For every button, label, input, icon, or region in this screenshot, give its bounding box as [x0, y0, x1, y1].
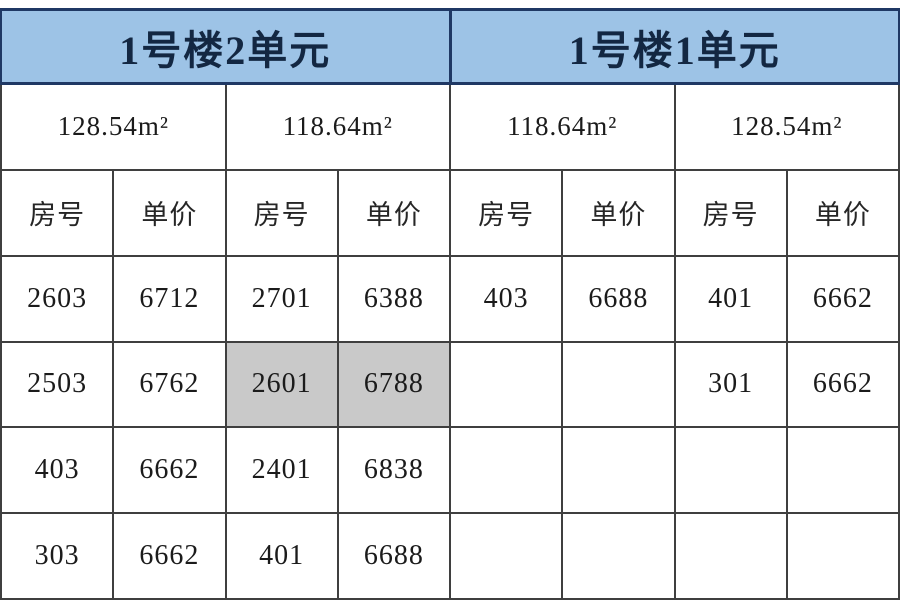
- cell-empty: [451, 342, 564, 429]
- area-label: 118.64m²: [451, 85, 676, 171]
- column-header-price: 单价: [338, 170, 451, 257]
- cell-empty: [563, 342, 676, 429]
- cell-empty: [563, 428, 676, 515]
- cell-unit-price: 6712: [114, 256, 227, 343]
- cell-room-number: 401: [675, 256, 788, 343]
- cell-unit-price: 6688: [338, 514, 451, 600]
- cell-unit-price: 6662: [114, 514, 227, 600]
- column-header-price: 单价: [114, 170, 227, 257]
- cell-empty: [675, 514, 788, 600]
- cell-room-number: 2603: [2, 256, 115, 343]
- cell-empty: [451, 514, 564, 600]
- cell-room-number: 403: [451, 256, 564, 343]
- cell-unit-price: 6662: [114, 428, 227, 515]
- cell-unit-price-highlighted: 6788: [338, 342, 451, 429]
- section-title-building1-unit1: 1号楼1单元: [448, 11, 900, 82]
- cell-unit-price: 6762: [114, 342, 227, 429]
- cell-unit-price: 6662: [787, 256, 900, 343]
- cell-unit-price: 6838: [338, 428, 451, 515]
- cell-unit-price: 6688: [563, 256, 676, 343]
- cell-empty: [787, 514, 900, 600]
- column-header-room: 房号: [226, 170, 339, 257]
- cell-empty: [787, 428, 900, 515]
- column-header-room: 房号: [2, 170, 115, 257]
- cell-room-number: 401: [226, 514, 339, 600]
- cell-room-number: 303: [2, 514, 115, 600]
- cell-room-number: 301: [675, 342, 788, 429]
- column-header-price: 单价: [787, 170, 900, 257]
- area-label: 118.64m²: [226, 85, 451, 171]
- cell-unit-price: 6388: [338, 256, 451, 343]
- column-header-room: 房号: [451, 170, 564, 257]
- area-label: 128.54m²: [2, 85, 227, 171]
- cell-room-number: 403: [2, 428, 115, 515]
- section-title-building1-unit2: 1号楼2单元: [0, 11, 449, 82]
- cell-room-number: 2701: [226, 256, 339, 343]
- section-header-row: 1号楼2单元 1号楼1单元: [0, 8, 900, 85]
- column-header-room: 房号: [675, 170, 788, 257]
- column-header-price: 单价: [563, 170, 676, 257]
- area-label: 128.54m²: [675, 85, 900, 171]
- cell-empty: [675, 428, 788, 515]
- cell-unit-price: 6662: [787, 342, 900, 429]
- cell-room-number: 2401: [226, 428, 339, 515]
- cell-room-number-highlighted: 2601: [226, 342, 339, 429]
- price-table-body: 128.54m² 118.64m² 118.64m² 128.54m² 房号 单…: [0, 85, 900, 600]
- cell-room-number: 2503: [2, 342, 115, 429]
- cell-empty: [451, 428, 564, 515]
- cell-empty: [563, 514, 676, 600]
